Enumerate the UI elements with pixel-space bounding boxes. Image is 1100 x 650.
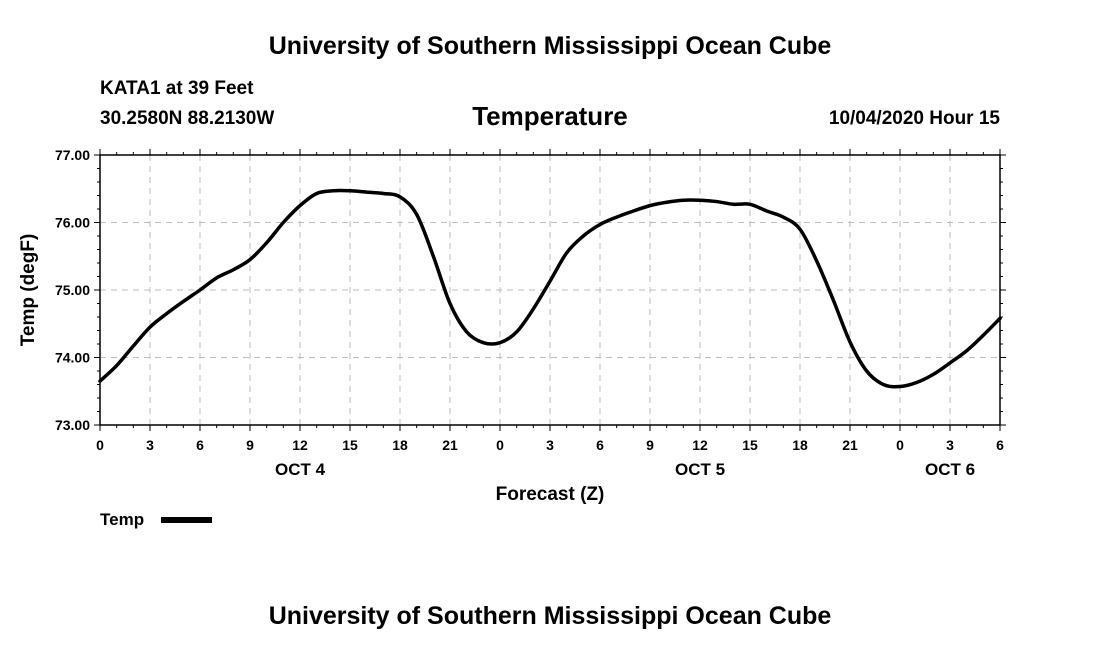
datetime-label: 10/04/2020 Hour 15 <box>829 108 1001 129</box>
series-group <box>98 188 1002 389</box>
x-tick-label: 6 <box>196 437 204 453</box>
footer-title: University of Southern Mississippi Ocean… <box>269 602 832 630</box>
x-tick-label: 0 <box>896 437 904 453</box>
x-tick-label: 9 <box>246 437 254 453</box>
y-tick-label: 76.00 <box>55 215 90 231</box>
x-tick-label: 12 <box>292 437 308 453</box>
axis-ticks <box>94 149 1006 431</box>
coordinates-label: 30.2580N 88.2130W <box>100 108 274 129</box>
x-tick-label: 6 <box>596 437 604 453</box>
grid-lines <box>100 155 1000 425</box>
station-label: KATA1 at 39 Feet <box>100 78 254 99</box>
x-tick-label: 21 <box>442 437 458 453</box>
x-tick-label: 18 <box>792 437 808 453</box>
x-tick-label: 6 <box>996 437 1004 453</box>
x-tick-labels: 0 3 6 9 12 15 18 21 0 3 6 9 12 15 18 21 0 3 6 <box>96 437 1004 453</box>
y-tick-label: 73.00 <box>55 417 90 433</box>
page-title: University of Southern Mississippi Ocean… <box>269 32 832 60</box>
x-tick-label: 3 <box>946 437 954 453</box>
legend-label: Temp <box>100 510 144 529</box>
x-tick-label: 3 <box>546 437 554 453</box>
x-tick-label: 18 <box>392 437 408 453</box>
x-tick-label: 0 <box>496 437 504 453</box>
y-tick-label: 77.00 <box>55 147 90 163</box>
date-label: OCT 6 <box>925 460 975 479</box>
series-line-temp <box>98 188 1002 389</box>
x-tick-label: 15 <box>742 437 758 453</box>
chart-title: Temperature <box>472 101 628 131</box>
x-tick-label: 0 <box>96 437 104 453</box>
x-tick-label: 12 <box>692 437 708 453</box>
date-label: OCT 5 <box>675 460 725 479</box>
y-tick-labels: 73.00 74.00 75.00 76.00 77.00 <box>55 147 90 433</box>
x-axis-title: Forecast (Z) <box>496 484 605 505</box>
date-labels: OCT 4 OCT 5 OCT 6 <box>275 460 975 479</box>
y-axis-title: Temp (degF) <box>18 234 39 347</box>
x-tick-label: 15 <box>342 437 358 453</box>
x-tick-label: 3 <box>146 437 154 453</box>
x-tick-label: 21 <box>842 437 858 453</box>
y-tick-label: 74.00 <box>55 350 90 366</box>
x-tick-label: 9 <box>646 437 654 453</box>
y-tick-label: 75.00 <box>55 282 90 298</box>
date-label: OCT 4 <box>275 460 326 479</box>
